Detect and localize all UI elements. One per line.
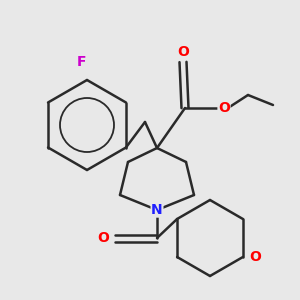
Text: O: O [177, 45, 189, 59]
Text: O: O [97, 231, 109, 245]
Text: O: O [218, 101, 230, 115]
Text: F: F [77, 55, 87, 69]
Text: O: O [249, 250, 261, 264]
Text: N: N [151, 203, 163, 217]
